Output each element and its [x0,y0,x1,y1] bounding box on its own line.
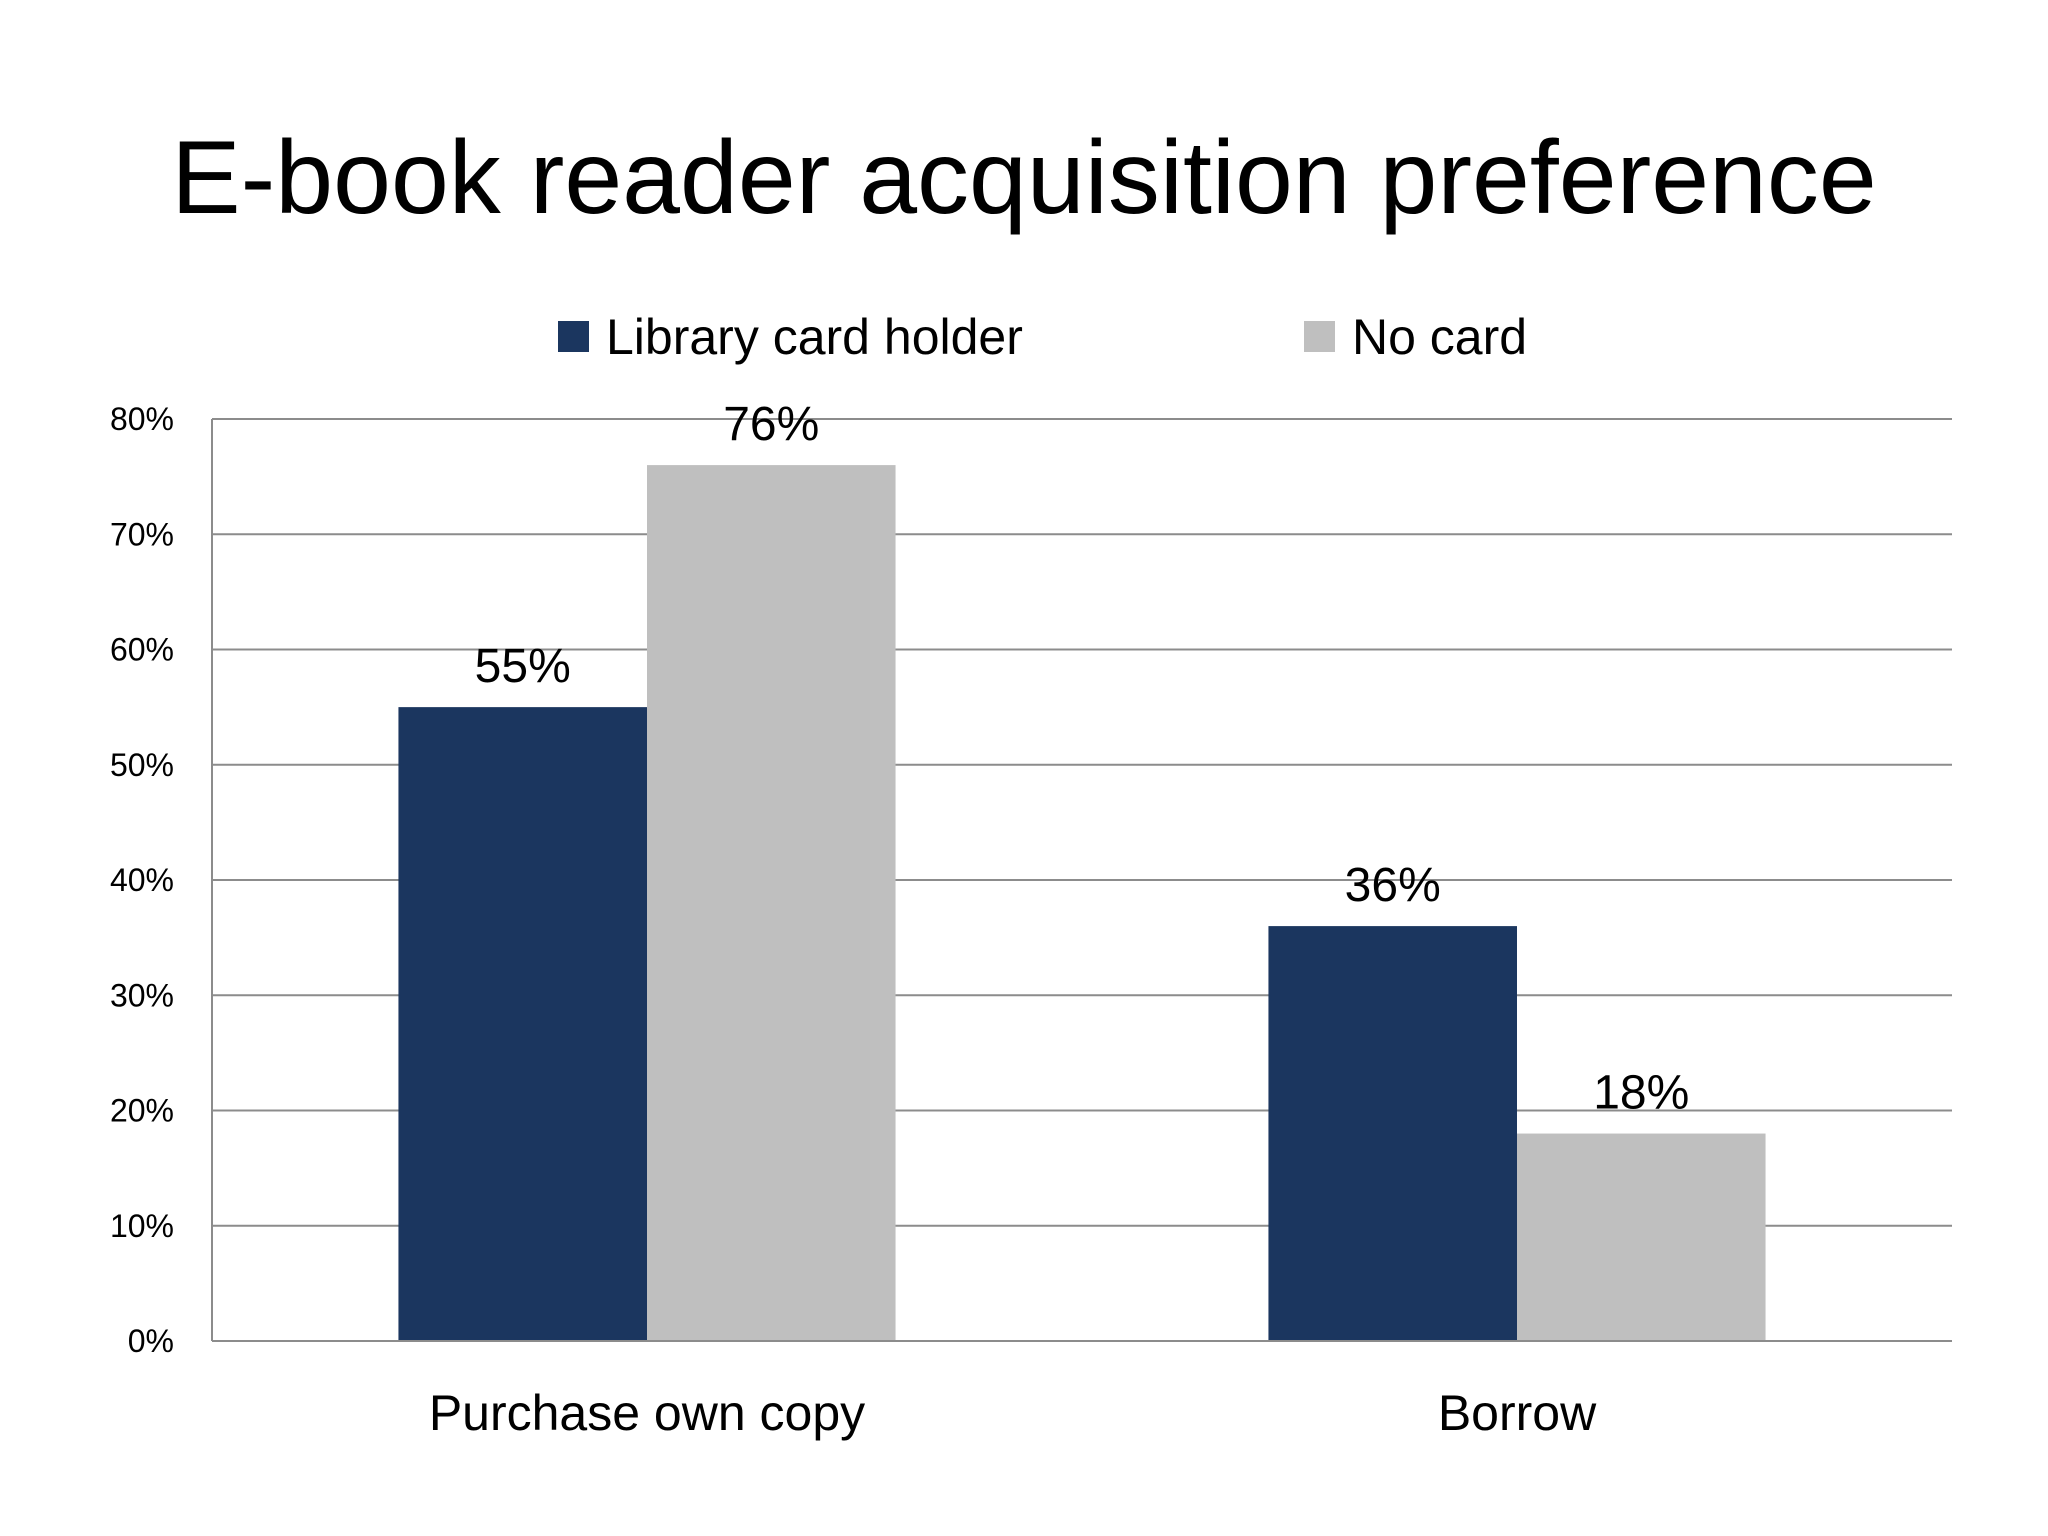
y-axis: 0% 10% 20% 30% 40% 50% 60% 70% 80% [110,401,213,1359]
bar-no-card [647,465,896,1342]
legend: Library card holder No card [558,309,1527,365]
y-tick-label: 60% [110,632,174,668]
legend-swatch [558,321,589,352]
y-tick-label: 30% [110,977,174,1013]
y-tick-label: 40% [110,862,174,898]
x-category-label: Purchase own copy [429,1385,865,1441]
data-label: 55% [475,640,571,693]
legend-swatch [1304,321,1335,352]
legend-label: No card [1352,309,1527,365]
y-tick-label: 50% [110,747,174,783]
y-tick-label: 10% [110,1208,174,1244]
y-tick-label: 0% [128,1323,174,1359]
chart-title: E-book reader acquisition preference [171,120,1877,236]
y-tick-label: 70% [110,516,174,552]
data-labels: 55% 76% 36% 18% [475,398,1690,1119]
y-tick-label: 80% [110,401,174,437]
data-label: 76% [723,398,819,451]
y-tick-label: 20% [110,1093,174,1129]
bar-library-card-holder [1268,926,1517,1341]
x-category-label: Borrow [1438,1385,1597,1441]
data-label: 36% [1345,859,1441,912]
legend-label: Library card holder [606,309,1023,365]
bar-no-card [1517,1133,1766,1341]
bars [398,465,1766,1342]
x-axis: Purchase own copy Borrow [212,1340,1952,1441]
bar-library-card-holder [398,707,647,1341]
data-label: 18% [1593,1067,1689,1120]
